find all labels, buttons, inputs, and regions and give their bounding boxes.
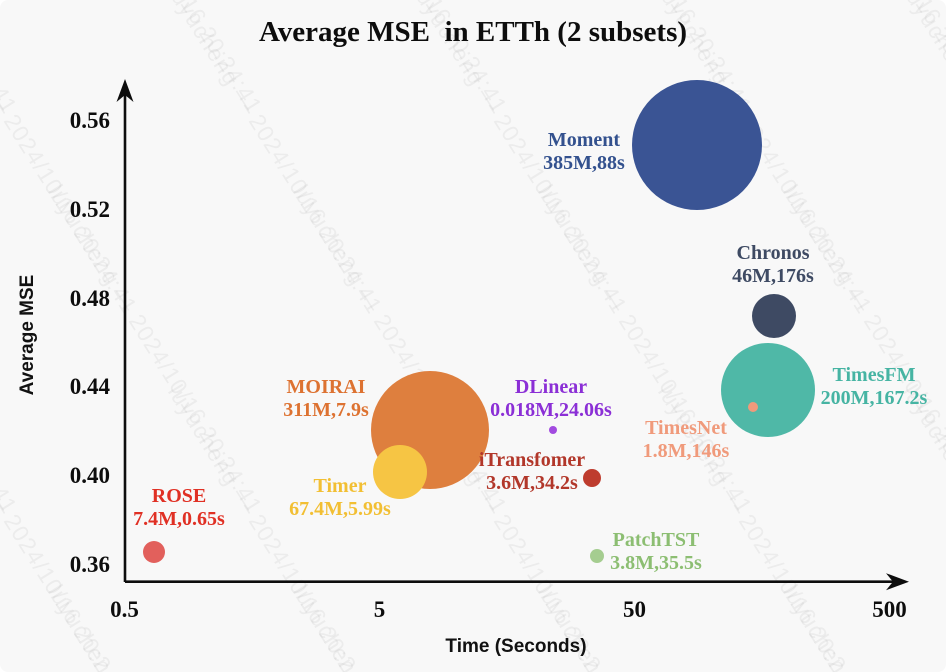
bubble-label-dlinear: DLinear 0.018M,24.06s xyxy=(436,376,666,422)
x-tick-5: 5 xyxy=(373,597,386,622)
x-tick-0.5: 0.5 xyxy=(110,597,139,622)
model-name-itransfomer: iTransfomer xyxy=(478,449,586,471)
bubble-itransfomer xyxy=(583,469,602,488)
model-annotation-timesfm: 200M,167.2s xyxy=(820,387,928,409)
bubble-chronos xyxy=(751,294,796,339)
model-name-rose: ROSE xyxy=(151,485,207,507)
model-name-dlinear: DLinear xyxy=(514,376,588,398)
y-tick-0.40: 0.40 xyxy=(69,463,110,489)
y-tick-0.44: 0.44 xyxy=(69,374,110,400)
bubble-dlinear xyxy=(549,425,558,434)
bubble-label-moment: Moment 385M,88s xyxy=(469,129,699,175)
bubble-label-timer: Timer 67.4M,5.99s xyxy=(225,475,455,521)
bubble-timesnet xyxy=(748,402,759,413)
model-annotation-timesnet: 1.8M,146s xyxy=(642,440,730,462)
bubble-label-rose: ROSE 7.4M,0.65s xyxy=(64,485,294,531)
bubble-rose xyxy=(142,540,165,563)
model-name-chronos: Chronos xyxy=(736,242,810,264)
model-annotation-timer: 67.4M,5.99s xyxy=(289,498,391,520)
model-name-moirai: MOIRAI xyxy=(286,376,366,398)
bubble-label-itransfomer: iTransfomer 3.6M,34.2s xyxy=(417,449,647,495)
bubble-timer xyxy=(372,444,427,499)
bubble-label-timesfm: TimesFM 200M,167.2s xyxy=(759,364,946,410)
model-name-timer: Timer xyxy=(313,475,367,497)
model-name-timesfm: TimesFM xyxy=(832,364,916,386)
model-name-timesnet: TimesNet xyxy=(645,417,727,439)
bubble-label-timesnet: TimesNet 1.8M,146s xyxy=(571,417,801,463)
x-tick-500: 500 xyxy=(872,597,907,622)
model-annotation-chronos: 46M,176s xyxy=(732,265,814,287)
x-axis-title: Time (Seconds) xyxy=(445,636,587,657)
y-tick-0.56: 0.56 xyxy=(69,108,110,133)
model-annotation-patchtst: 3.8M,35.5s xyxy=(610,552,702,574)
model-annotation-moirai: 311M,7.9s xyxy=(283,399,369,421)
model-name-patchtst: PatchTST xyxy=(612,529,700,551)
bubble-moment xyxy=(632,80,763,211)
model-annotation-moment: 385M,88s xyxy=(543,152,625,174)
bubble-patchtst xyxy=(589,549,604,564)
chart-title: Average MSE in ETTh (2 subsets) xyxy=(258,16,688,48)
bubble-label-chronos: Chronos 46M,176s xyxy=(658,242,888,288)
model-name-moment: Moment xyxy=(547,129,621,151)
x-tick-50: 50 xyxy=(623,597,646,622)
bubble-label-moirai: MOIRAI 311M,7.9s xyxy=(211,376,441,422)
y-axis-title: Average MSE xyxy=(17,274,38,396)
bubble-timesfm xyxy=(721,342,816,437)
model-annotation-rose: 7.4M,0.65s xyxy=(133,508,225,530)
y-axis-arrow-icon xyxy=(116,79,134,102)
model-annotation-itransfomer: 3.6M,34.2s xyxy=(486,472,578,494)
model-annotation-dlinear: 0.018M,24.06s xyxy=(490,399,612,421)
y-tick-0.36: 0.36 xyxy=(69,552,110,577)
bubble-label-patchtst: PatchTST 3.8M,35.5s xyxy=(541,529,771,575)
x-axis-arrow-icon xyxy=(886,573,909,591)
y-tick-0.48: 0.48 xyxy=(69,285,110,311)
y-tick-0.52: 0.52 xyxy=(69,196,110,222)
